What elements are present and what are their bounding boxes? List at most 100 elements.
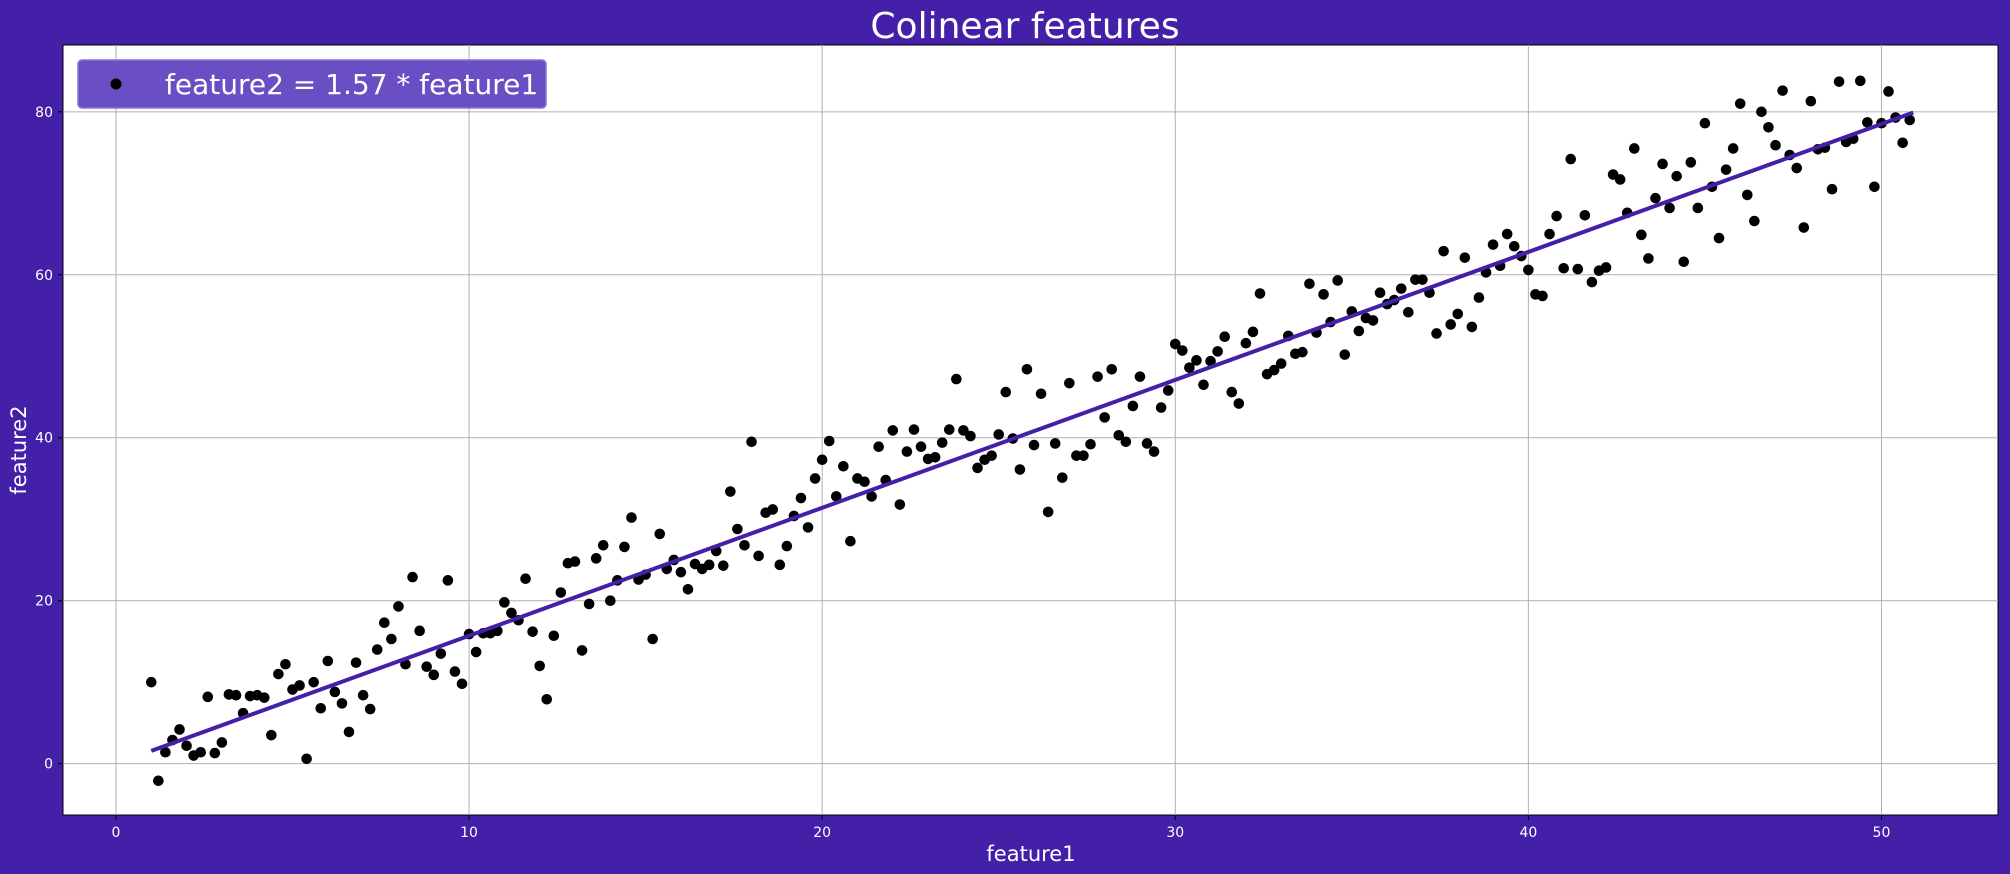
- data-point: [1438, 245, 1449, 257]
- data-point: [802, 522, 814, 533]
- data-point: [1169, 338, 1181, 350]
- data-point: [258, 692, 270, 703]
- data-point: [520, 573, 531, 585]
- data-point: [1113, 429, 1125, 441]
- legend-label: feature2 = 1.57 * feature1: [165, 68, 538, 101]
- data-point: [308, 676, 320, 688]
- data-point: [393, 601, 404, 612]
- data-point: [1099, 412, 1110, 423]
- data-point: [160, 746, 171, 758]
- data-point: [1826, 183, 1838, 195]
- data-point: [1219, 331, 1231, 343]
- data-point: [1275, 358, 1287, 369]
- data-point: [343, 726, 355, 738]
- data-point: [1508, 240, 1520, 252]
- data-point: [1106, 363, 1118, 375]
- x-tick-label: 40: [1519, 825, 1537, 841]
- data-point: [1600, 262, 1612, 273]
- data-point: [1212, 346, 1223, 357]
- data-point: [1191, 355, 1202, 366]
- data-point: [1897, 137, 1908, 149]
- data-point: [1487, 239, 1499, 250]
- data-point: [379, 617, 390, 629]
- data-point: [675, 566, 687, 578]
- data-point: [958, 425, 969, 436]
- data-point: [1749, 215, 1760, 227]
- data-point: [795, 492, 807, 504]
- data-point: [534, 660, 545, 672]
- data-point: [725, 486, 736, 497]
- data-point: [1537, 290, 1548, 302]
- data-point: [1523, 264, 1534, 276]
- data-point: [1678, 256, 1690, 268]
- data-point: [145, 676, 157, 688]
- data-point: [809, 473, 821, 484]
- data-point: [682, 583, 694, 595]
- data-point: [202, 691, 214, 703]
- data-point: [216, 737, 228, 748]
- data-point: [449, 666, 461, 677]
- legend-box: [77, 59, 547, 109]
- data-point: [1120, 436, 1132, 448]
- data-point: [908, 424, 920, 435]
- data-point: [1092, 371, 1103, 382]
- data-point: [456, 678, 468, 690]
- data-point: [1756, 106, 1767, 118]
- data-point: [1085, 438, 1096, 450]
- data-point: [936, 437, 948, 448]
- data-point: [703, 559, 715, 571]
- data-point: [838, 460, 849, 472]
- data-point: [1374, 287, 1386, 299]
- data-point: [583, 598, 595, 610]
- data-point: [915, 441, 927, 453]
- data-point: [1664, 202, 1675, 214]
- data-point: [414, 625, 425, 637]
- data-point: [929, 451, 941, 463]
- data-point: [1629, 143, 1640, 154]
- data-point: [1544, 228, 1555, 240]
- data-point: [1727, 143, 1739, 154]
- data-point: [442, 575, 454, 586]
- data-point: [781, 540, 793, 552]
- data-point: [1395, 283, 1407, 294]
- data-point: [1268, 364, 1280, 376]
- y-axis-label: feature2: [7, 405, 31, 494]
- data-point: [590, 553, 602, 564]
- data-point: [830, 491, 842, 502]
- y-tick-label: 20: [35, 594, 53, 610]
- data-point: [823, 435, 835, 447]
- data-point: [280, 658, 291, 670]
- data-point: [1417, 274, 1428, 285]
- data-point: [1155, 402, 1167, 413]
- scatter-points: [145, 75, 1916, 787]
- data-point: [1127, 400, 1139, 412]
- x-tick-label: 0: [112, 825, 121, 841]
- data-point: [294, 680, 305, 691]
- data-point: [1233, 398, 1245, 409]
- data-point: [364, 703, 376, 715]
- data-point: [1692, 202, 1704, 214]
- data-point: [1854, 75, 1866, 87]
- y-tick-label: 80: [35, 105, 53, 121]
- fit-line: [150, 110, 1914, 753]
- data-point: [767, 504, 779, 515]
- data-point: [1699, 117, 1711, 129]
- data-point: [322, 655, 334, 667]
- data-point: [1021, 363, 1033, 375]
- data-point: [718, 560, 729, 571]
- data-point: [541, 693, 553, 705]
- data-point: [435, 648, 447, 659]
- x-tick-label: 50: [1873, 825, 1891, 841]
- data-point: [1791, 162, 1803, 174]
- data-point: [1572, 263, 1584, 275]
- data-point: [357, 689, 369, 701]
- plot-area: [62, 44, 1999, 816]
- data-point: [1056, 472, 1068, 483]
- data-point: [569, 556, 581, 567]
- data-point: [153, 775, 164, 787]
- data-point: [1226, 386, 1238, 398]
- data-point: [1254, 288, 1266, 299]
- data-point: [315, 702, 327, 714]
- data-point: [597, 539, 609, 551]
- data-point: [407, 571, 418, 583]
